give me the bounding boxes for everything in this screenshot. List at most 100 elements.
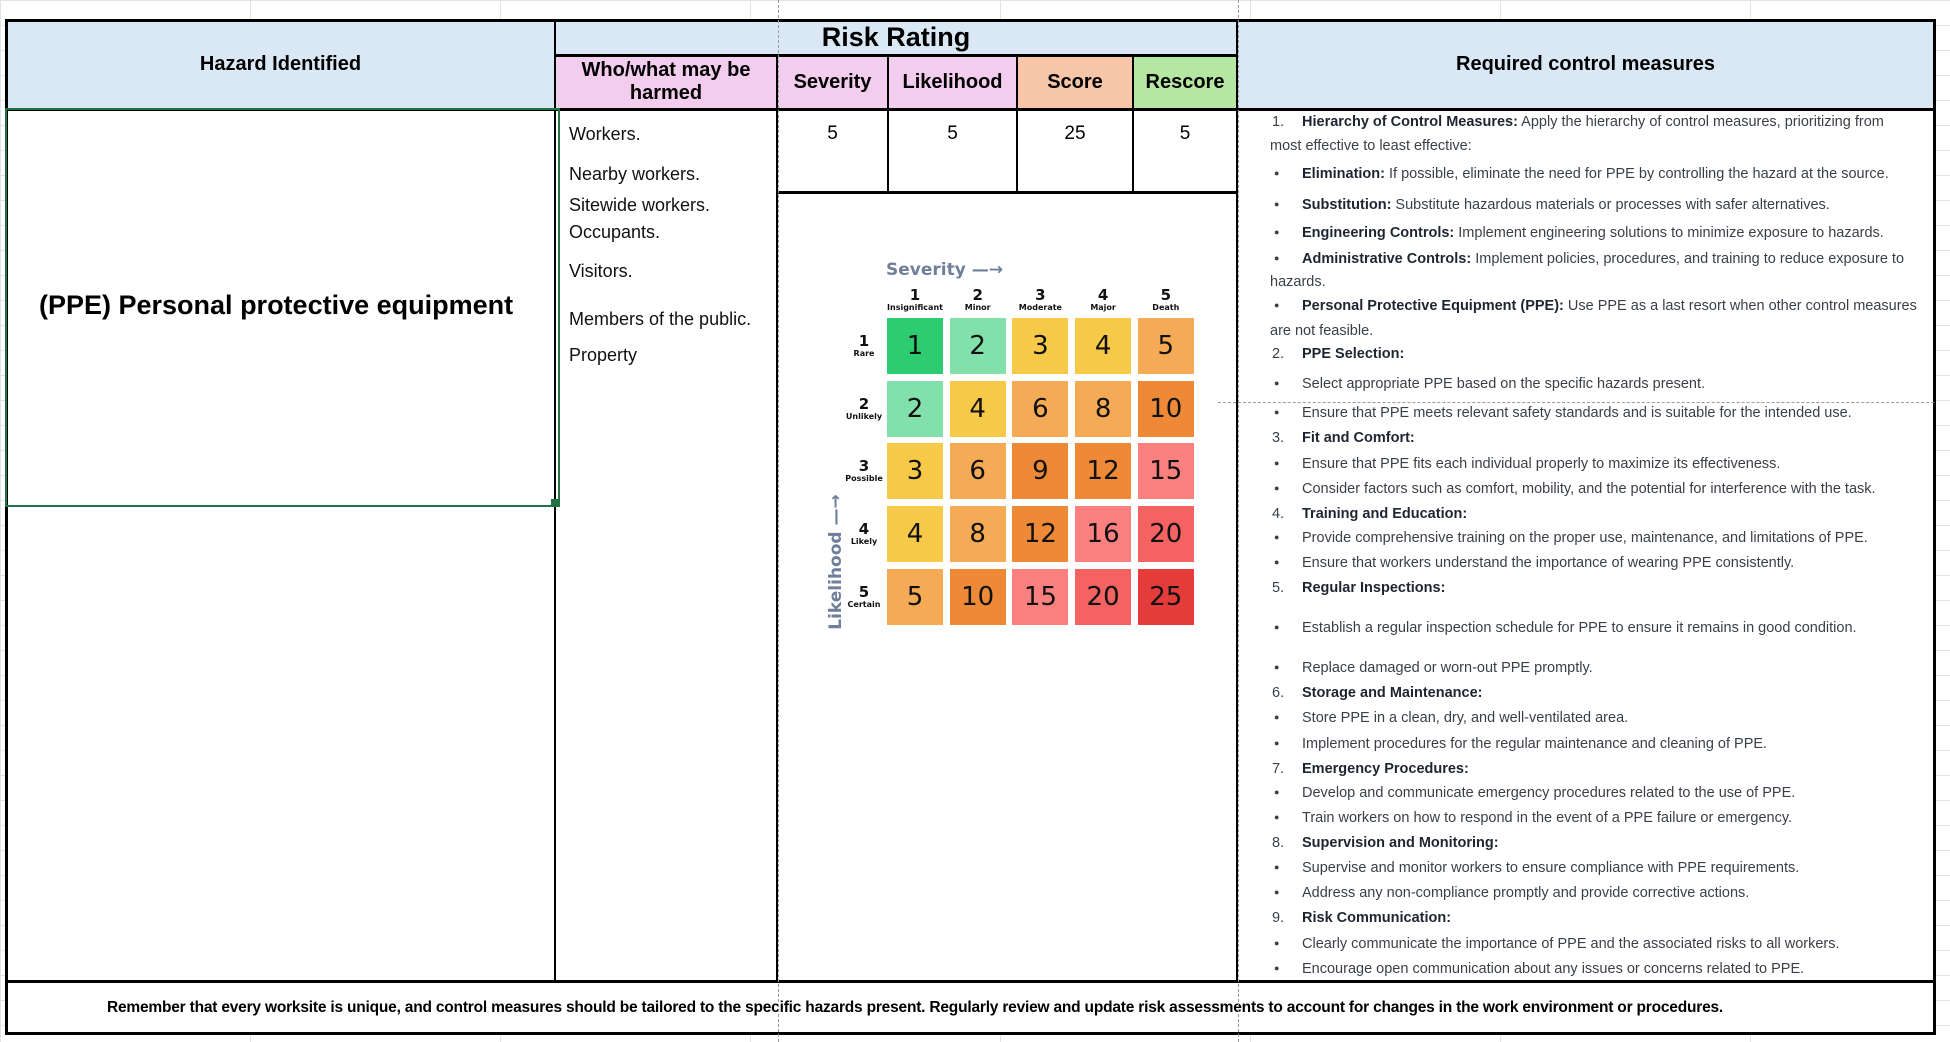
cell-likelihood-value[interactable] xyxy=(888,109,1017,192)
who-harmed-item: Workers. xyxy=(569,124,641,144)
risk-matrix-cell: 25 xyxy=(1137,568,1194,625)
header-required-control-measures[interactable]: Required control measures xyxy=(1237,20,1934,109)
border xyxy=(776,54,778,981)
severity-column-label: 1 Insignificant xyxy=(887,286,943,313)
control-measure-bullet: ● Substitution: Substitute hazardous mate… xyxy=(1274,197,1830,213)
cell-severity-value[interactable] xyxy=(777,109,888,192)
header-risk-rating[interactable]: Risk Rating xyxy=(555,20,1237,55)
who-harmed-item: Members of the public. xyxy=(569,309,752,329)
risk-matrix-cell: 10 xyxy=(949,568,1006,625)
control-measure-heading: 3. Fit and Comfort: xyxy=(1272,430,1415,446)
control-measure-bullet: ● Store PPE in a clean, dry, and well-ven… xyxy=(1274,710,1629,726)
who-harmed-item: Nearby workers. xyxy=(569,164,701,184)
border xyxy=(1016,54,1018,193)
control-measure-bullet: ● Ensure that PPE meets relevant safety s… xyxy=(1274,405,1852,421)
border xyxy=(777,191,1237,194)
header-likelihood[interactable]: Likelihood xyxy=(888,55,1017,109)
control-measure-continuation: most effective to least effective: xyxy=(1270,138,1472,154)
control-measure-heading: 4. Training and Education: xyxy=(1272,506,1468,522)
cell-who-harmed[interactable] xyxy=(555,109,777,981)
risk-matrix-cell: 20 xyxy=(1137,506,1194,563)
who-harmed-item: Visitors. xyxy=(569,261,633,281)
control-measure-continuation: are not feasible. xyxy=(1270,323,1374,339)
control-measure-bullet: ● Engineering Controls: Implement enginee… xyxy=(1274,225,1884,241)
severity-column-label: 5 Death xyxy=(1152,286,1180,313)
risk-matrix-cell: 20 xyxy=(1075,568,1132,625)
risk-matrix-cell: 12 xyxy=(1012,506,1069,563)
risk-matrix-cell: 3 xyxy=(1012,318,1069,374)
risk-matrix-cell: 9 xyxy=(1012,443,1069,500)
control-measure-bullet: ● Provide comprehensive training on the p… xyxy=(1274,530,1868,546)
border xyxy=(1236,19,1238,981)
control-measure-continuation: hazards. xyxy=(1270,274,1326,290)
hazard-name: (PPE) Personal protective equipment xyxy=(39,290,514,320)
border xyxy=(1132,54,1134,193)
control-measure-bullet: ● Clearly communicate the importance of P… xyxy=(1274,936,1840,952)
header-score[interactable]: Score xyxy=(1017,55,1133,109)
cell-score-value[interactable] xyxy=(1017,109,1133,192)
control-measure-heading: 7. Emergency Procedures: xyxy=(1272,761,1469,777)
control-measure-heading: 2. PPE Selection: xyxy=(1272,346,1405,362)
control-measure-bullet: ● Supervise and monitor workers to ensure… xyxy=(1274,860,1800,876)
control-measure-heading: 1. Hierarchy of Control Measures: Apply t… xyxy=(1272,114,1884,130)
risk-matrix-cell: 10 xyxy=(1137,380,1194,437)
cell-control-measures[interactable] xyxy=(1237,109,1934,981)
likelihood-row-label: 3 Possible xyxy=(845,457,883,484)
header-severity[interactable]: Severity xyxy=(777,55,888,109)
who-harmed-item: Occupants. xyxy=(569,222,661,242)
control-measure-heading: 9. Risk Communication: xyxy=(1272,910,1452,926)
fill-handle[interactable] xyxy=(551,499,558,506)
risk-matrix-cell: 2 xyxy=(949,318,1006,374)
control-measure-bullet: ● Select appropriate PPE based on the spe… xyxy=(1274,376,1706,392)
cell-hazard[interactable] xyxy=(6,109,555,981)
risk-matrix-cell: 12 xyxy=(1075,443,1132,500)
likelihood-row-label: 4 Likely xyxy=(850,520,878,547)
control-measure-bullet: ● Establish a regular inspection schedule… xyxy=(1274,620,1857,636)
control-measure-bullet: ● Consider factors such as comfort, mobil… xyxy=(1274,481,1876,497)
cell-rescore-value[interactable] xyxy=(1133,109,1237,192)
risk-matrix-cell: 2 xyxy=(887,380,943,437)
control-measure-bullet: ● Elimination: If possible, eliminate the… xyxy=(1274,166,1889,182)
likelihood-row-label: 5 Certain xyxy=(847,582,881,609)
score-value: 25 xyxy=(1064,123,1086,144)
rescore-value: 5 xyxy=(1179,123,1191,144)
control-measure-heading: 5. Regular Inspections: xyxy=(1272,580,1446,596)
severity-column-label: 3 Moderate xyxy=(1018,286,1062,313)
border xyxy=(5,980,1936,983)
control-measure-bullet: ● Encourage open communication about any … xyxy=(1274,961,1805,977)
header-hazard-identified[interactable]: Hazard Identified xyxy=(6,20,555,109)
control-measure-heading: 6. Storage and Maintenance: xyxy=(1272,685,1483,701)
risk-matrix-cell: 5 xyxy=(1137,318,1194,374)
severity-axis-label: Severity —→ xyxy=(886,260,1003,280)
border xyxy=(887,54,889,193)
risk-matrix-cell: 15 xyxy=(1012,568,1069,625)
control-measure-bullet: ● Administrative Controls: Implement poli… xyxy=(1274,251,1905,267)
header-who-harmed[interactable]: Who/what may be harmed xyxy=(555,55,777,109)
likelihood-row-label: 1 Rare xyxy=(853,332,875,359)
control-measure-bullet: ● Develop and communicate emergency proce… xyxy=(1274,785,1796,801)
risk-matrix-cell: 5 xyxy=(887,568,943,625)
risk-matrix-cell: 3 xyxy=(887,443,943,500)
control-measure-bullet: ● Personal Protective Equipment (PPE): Us… xyxy=(1274,298,1917,314)
border xyxy=(1933,19,1936,1035)
header-rescore[interactable]: Rescore xyxy=(1133,55,1237,109)
risk-matrix-cell: 1 xyxy=(887,318,943,374)
control-measure-bullet: ● Implement procedures for the regular ma… xyxy=(1274,736,1768,752)
likelihood-value: 5 xyxy=(947,123,958,144)
risk-matrix-cell: 6 xyxy=(949,443,1006,500)
severity-value: 5 xyxy=(827,123,838,144)
control-measure-bullet: ● Ensure that workers understand the impo… xyxy=(1274,555,1795,571)
page-break-line xyxy=(778,0,779,1042)
risk-rating-title: Risk Rating xyxy=(821,21,971,52)
page-break-line xyxy=(1238,0,1239,1042)
border xyxy=(555,54,1237,57)
risk-matrix-cell: 16 xyxy=(1075,506,1132,563)
risk-matrix-cell: 15 xyxy=(1137,443,1194,500)
likelihood-row-label: 2 Unlikely xyxy=(845,394,883,421)
border xyxy=(5,19,8,1035)
control-measure-bullet: ● Replace damaged or worn-out PPE promptl… xyxy=(1274,660,1593,676)
border xyxy=(5,108,1936,111)
cell-footer[interactable] xyxy=(6,981,1934,1033)
border xyxy=(5,1032,1936,1035)
footer-note: Remember that every worksite is unique, … xyxy=(107,999,1724,1016)
